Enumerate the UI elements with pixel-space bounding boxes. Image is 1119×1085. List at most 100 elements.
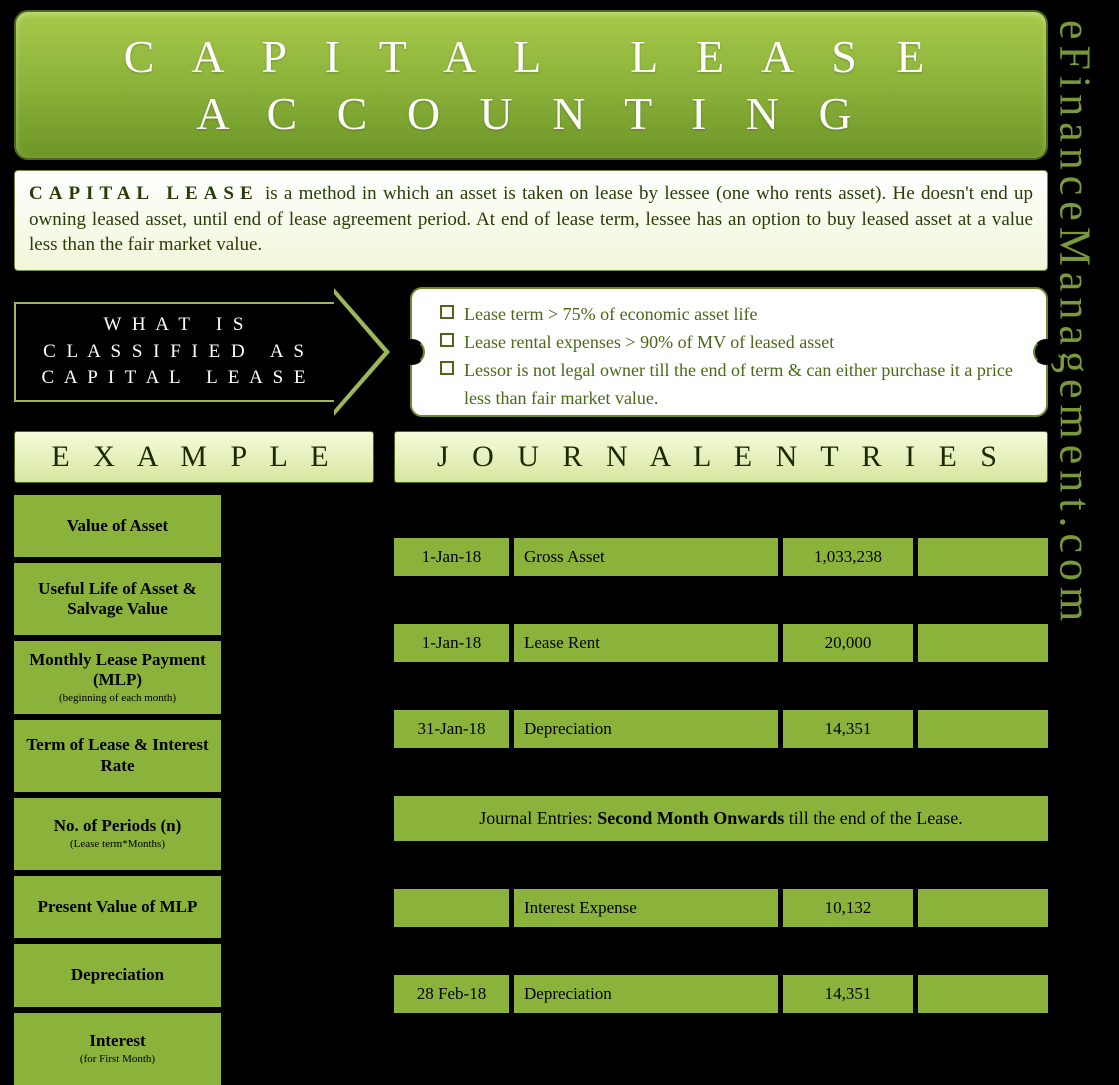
journal-cell-part: Gross Asset (514, 538, 778, 576)
example-label: No. of Periods (n)(Lease term*Months) (14, 798, 224, 870)
example-row: Present Value of MLP (14, 876, 374, 938)
example-value (230, 876, 374, 938)
journal-cell-dr (783, 667, 913, 705)
title-banner: C A P I T A L L E A S EA C C O U N T I N… (14, 10, 1048, 160)
journal-cell-date (394, 932, 509, 970)
journal-cell-dr: 14,351 (783, 975, 913, 1013)
journal-cell-dr: 20,000 (783, 624, 913, 662)
example-label: Depreciation (14, 944, 224, 1006)
journal-cell-cr (918, 889, 1048, 927)
journal-cell-cr (918, 753, 1048, 791)
criteria-item: Lessor is not legal owner till the end o… (440, 357, 1026, 413)
example-label: Present Value of MLP (14, 876, 224, 938)
journal-cell-dr (783, 1018, 913, 1056)
journal-table: 1-Jan-18Gross Asset1,033,2381-Jan-18Leas… (394, 495, 1048, 1085)
journal-cell-cr (918, 667, 1048, 705)
journal-cell-date (394, 667, 509, 705)
checkbox-icon (440, 361, 454, 375)
example-value (230, 944, 374, 1006)
journal-cell-cr (918, 624, 1048, 662)
journal-cell-dr: 1,033,238 (783, 538, 913, 576)
example-table: Value of AssetUseful Life of Asset & Sal… (14, 495, 374, 1085)
journal-note: Journal Entries: Second Month Onwards ti… (394, 796, 1048, 841)
journal-row (394, 667, 1048, 705)
section-headers: E X A M P L E J O U R N A L E N T R I E … (14, 431, 1048, 483)
journal-cell-dr (783, 581, 913, 619)
journal-row (394, 495, 1048, 533)
criteria-text: Lessor is not legal owner till the end o… (464, 357, 1026, 413)
journal-cell-cr (918, 1018, 1048, 1056)
page-title: C A P I T A L L E A S EA C C O U N T I N… (124, 28, 939, 143)
example-header: E X A M P L E (14, 431, 374, 483)
journal-row: 1-Jan-18Gross Asset1,033,238 (394, 538, 1048, 576)
journal-cell-cr (918, 581, 1048, 619)
main-content: C A P I T A L L E A S EA C C O U N T I N… (14, 10, 1048, 1052)
arrow-label: W H A T I SC L A S S I F I E D A SC A P … (14, 302, 334, 402)
example-value (230, 641, 374, 713)
definition-box: CAPITAL LEASE is a method in which an as… (14, 170, 1048, 271)
example-label: Value of Asset (14, 495, 224, 557)
checkbox-icon (440, 333, 454, 347)
journal-cell-date: 1-Jan-18 (394, 538, 509, 576)
journal-cell-dr: 10,132 (783, 889, 913, 927)
journal-cell-dr (783, 846, 913, 884)
tables-row: Value of AssetUseful Life of Asset & Sal… (14, 495, 1048, 1085)
journal-cell-dr (783, 932, 913, 970)
journal-cell-part: Depreciation (514, 975, 778, 1013)
criteria-text: Lease rental expenses > 90% of MV of lea… (464, 329, 834, 357)
journal-cell-cr (918, 538, 1048, 576)
example-row: No. of Periods (n)(Lease term*Months) (14, 798, 374, 870)
journal-cell-date (394, 495, 509, 533)
journal-cell-cr (918, 975, 1048, 1013)
journal-row (394, 932, 1048, 970)
journal-cell-part (514, 1018, 778, 1056)
criteria-item: Lease term > 75% of economic asset life (440, 301, 1026, 329)
journal-cell-date: 28 Feb-18 (394, 975, 509, 1013)
journal-row (394, 846, 1048, 884)
journal-cell-date: 31-Jan-18 (394, 710, 509, 748)
journal-cell-part: Depreciation (514, 710, 778, 748)
example-label: Useful Life of Asset & Salvage Value (14, 563, 224, 635)
definition-term: CAPITAL LEASE (29, 183, 259, 204)
checkbox-icon (440, 305, 454, 319)
example-value (230, 563, 374, 635)
example-value (230, 495, 374, 557)
classification-row: W H A T I SC L A S S I F I E D A SC A P … (14, 287, 1048, 417)
criteria-text: Lease term > 75% of economic asset life (464, 301, 758, 329)
example-row: Monthly Lease Payment (MLP)(beginning of… (14, 641, 374, 713)
journal-cell-dr (783, 753, 913, 791)
journal-row: 1-Jan-18Lease Rent20,000 (394, 624, 1048, 662)
example-row: Term of Lease & Interest Rate (14, 720, 374, 792)
example-label: Interest(for First Month) (14, 1013, 224, 1085)
journal-row (394, 1018, 1048, 1056)
journal-cell-cr (918, 846, 1048, 884)
journal-cell-dr (783, 495, 913, 533)
journal-row (394, 753, 1048, 791)
example-row: Useful Life of Asset & Salvage Value (14, 563, 374, 635)
journal-header: J O U R N A L E N T R I E S (394, 431, 1048, 483)
example-value (230, 1013, 374, 1085)
journal-cell-date (394, 889, 509, 927)
journal-cell-date (394, 753, 509, 791)
journal-cell-date: 1-Jan-18 (394, 624, 509, 662)
journal-row: 28 Feb-18Depreciation14,351 (394, 975, 1048, 1013)
journal-cell-dr: 14,351 (783, 710, 913, 748)
journal-cell-part (514, 581, 778, 619)
example-label: Monthly Lease Payment (MLP)(beginning of… (14, 641, 224, 713)
journal-cell-part (514, 495, 778, 533)
brand-sidebar: eFinanceManagement.com (1045, 20, 1105, 1040)
example-row: Value of Asset (14, 495, 374, 557)
example-value (230, 798, 374, 870)
journal-cell-part: Lease Rent (514, 624, 778, 662)
journal-row (394, 581, 1048, 619)
journal-cell-part: Interest Expense (514, 889, 778, 927)
journal-cell-part (514, 667, 778, 705)
journal-cell-cr (918, 932, 1048, 970)
journal-cell-part (514, 932, 778, 970)
criteria-box: Lease term > 75% of economic asset lifeL… (410, 287, 1048, 417)
example-label: Term of Lease & Interest Rate (14, 720, 224, 792)
arrow-head-icon (334, 288, 390, 416)
arrow-shape: W H A T I SC L A S S I F I E D A SC A P … (14, 287, 394, 417)
journal-cell-cr (918, 710, 1048, 748)
example-row: Depreciation (14, 944, 374, 1006)
